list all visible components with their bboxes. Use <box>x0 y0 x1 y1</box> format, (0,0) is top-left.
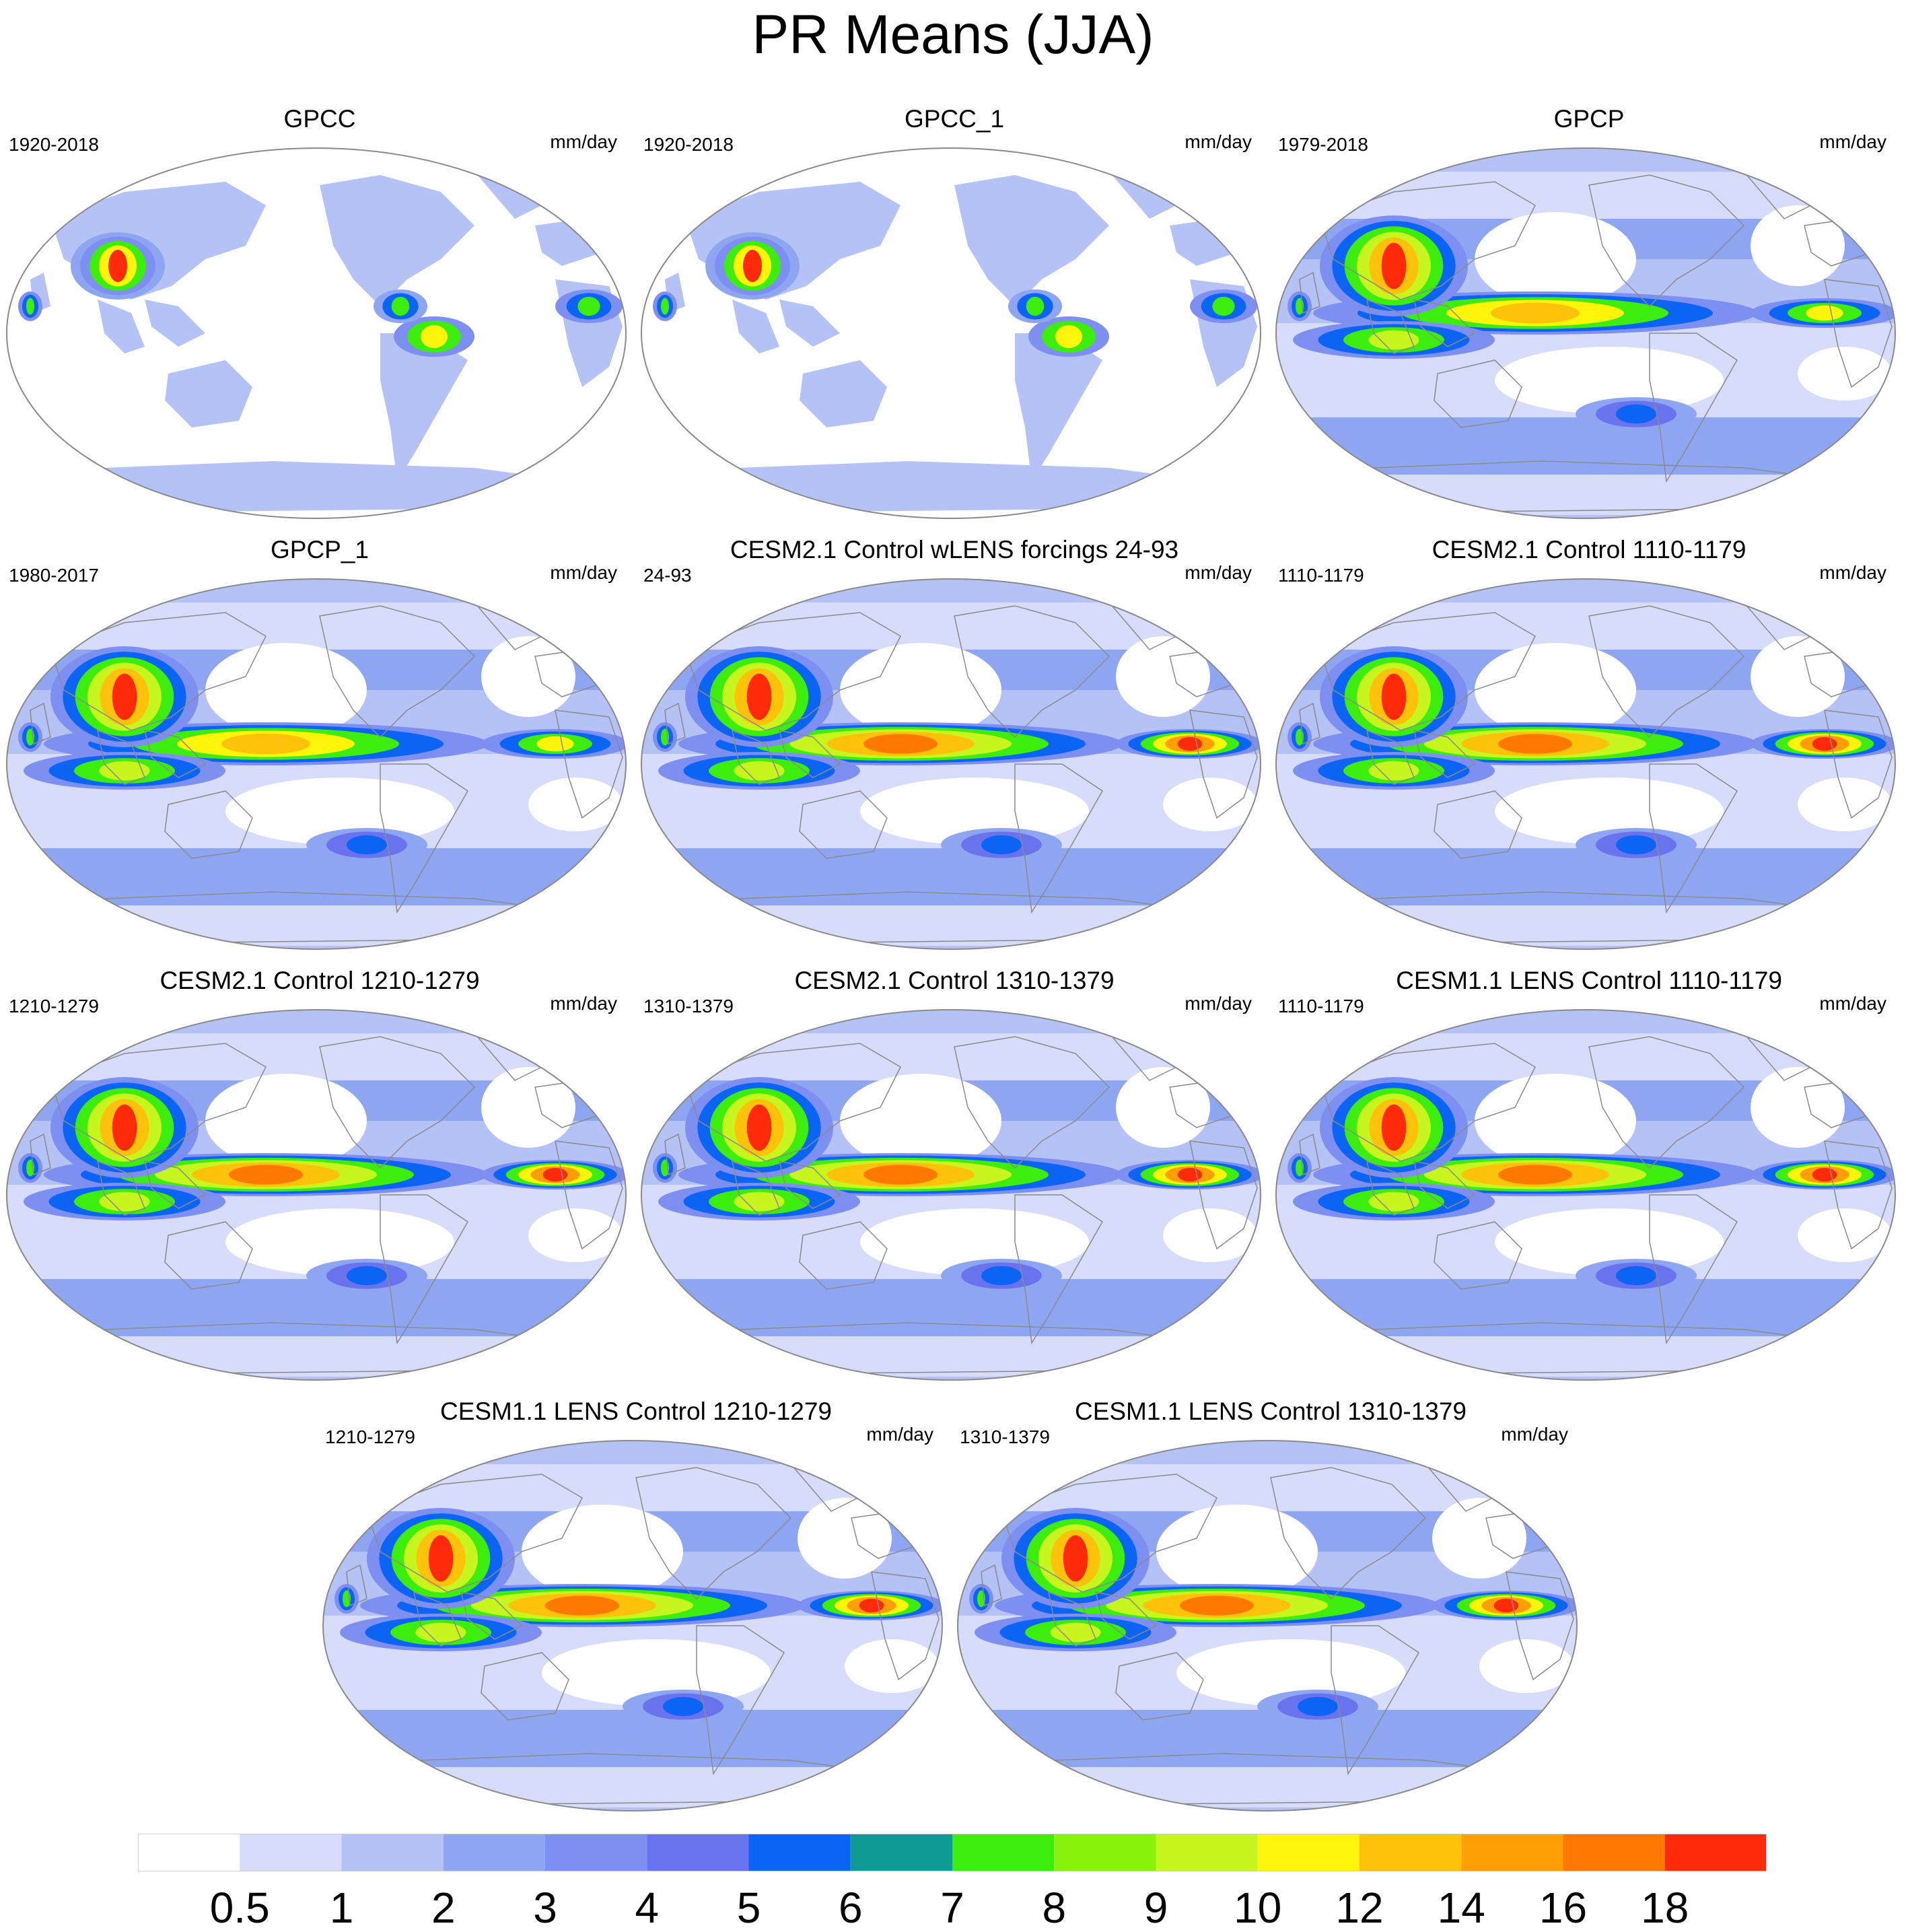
panel-title: GPCC_1 <box>904 105 1005 133</box>
panel-title: CESM2.1 Control 1210-1279 <box>160 967 480 994</box>
panel-period: 1920-2018 <box>9 134 99 155</box>
panel-title: CESM2.1 Control wLENS forcings 24-93 <box>730 536 1179 563</box>
map-panel: GPCP_1 1980-2017 mm/day <box>3 535 636 953</box>
panel-units: mm/day <box>550 131 617 152</box>
colorbar-swatch <box>341 1834 444 1871</box>
panel-units: mm/day <box>550 562 617 583</box>
colorbar-swatch <box>443 1834 545 1871</box>
colorbar-swatch <box>545 1834 647 1871</box>
panel-title: CESM1.1 LENS Control 1310-1379 <box>1074 1398 1467 1425</box>
panel-units: mm/day <box>1501 1424 1568 1445</box>
colorbar-swatch <box>748 1834 851 1871</box>
colorbar-tick-label: 7 <box>940 1884 964 1932</box>
colorbar-tick-label: 14 <box>1437 1884 1485 1932</box>
map-panel: GPCC_1 1920-2018 mm/day <box>638 104 1271 522</box>
map-panel: GPCC 1920-2018 mm/day <box>3 104 636 522</box>
panel-title: GPCP_1 <box>270 536 369 563</box>
panel-period: 1980-2017 <box>9 565 99 586</box>
colorbar-swatch <box>1257 1834 1360 1871</box>
panel-period: 1110-1179 <box>1278 565 1364 586</box>
robinson-map <box>1275 1009 1896 1381</box>
colorbar-swatch <box>1156 1834 1258 1871</box>
panel-period: 1210-1279 <box>9 996 99 1016</box>
robinson-map <box>641 1009 1261 1381</box>
panel-units: mm/day <box>1819 562 1886 583</box>
panel-units: mm/day <box>550 993 617 1014</box>
robinson-map <box>641 578 1261 950</box>
panel-period: 1110-1179 <box>1278 996 1364 1016</box>
panel-period: 24-93 <box>643 565 692 586</box>
panel-units: mm/day <box>1819 993 1886 1014</box>
colorbar-swatch <box>138 1834 240 1871</box>
map-panel: CESM2.1 Control 1210-1279 1210-1279 mm/day <box>3 966 636 1383</box>
colorbar-tick-label: 16 <box>1539 1884 1588 1932</box>
map-panel: CESM2.1 Control 1310-1379 1310-1379 mm/day <box>638 966 1271 1383</box>
robinson-map <box>6 147 627 519</box>
panel-period: 1210-1279 <box>325 1426 415 1447</box>
colorbar-tick-label: 8 <box>1042 1884 1067 1932</box>
colorbar-swatch <box>240 1834 342 1871</box>
colorbar-tick-label: 4 <box>635 1884 660 1932</box>
panel-units: mm/day <box>1185 131 1252 152</box>
panel-period: 1310-1379 <box>643 996 734 1016</box>
colorbar-swatch <box>1360 1834 1462 1871</box>
panel-title: CESM1.1 LENS Control 1110-1179 <box>1396 967 1782 994</box>
colorbar-swatch <box>952 1834 1055 1871</box>
robinson-map <box>1275 147 1896 519</box>
colorbar-tick-label: 10 <box>1234 1884 1282 1932</box>
robinson-map <box>322 1440 943 1812</box>
panel-title: CESM2.1 Control 1110-1179 <box>1432 536 1746 563</box>
panel-units: mm/day <box>1185 993 1252 1014</box>
robinson-map <box>6 578 627 950</box>
colorbar-swatch <box>1461 1834 1563 1871</box>
colorbar-swatch <box>1664 1834 1767 1871</box>
map-panel: CESM1.1 LENS Control 1310-1379 1310-1379 m… <box>954 1397 1587 1814</box>
panel-period: 1979-2018 <box>1278 134 1368 155</box>
panel-title: CESM2.1 Control 1310-1379 <box>794 967 1115 994</box>
robinson-map <box>1275 578 1896 950</box>
colorbar <box>138 1834 1767 1871</box>
map-panel: CESM1.1 LENS Control 1210-1279 1210-1279 m… <box>320 1397 952 1814</box>
colorbar-tick-label: 1 <box>329 1884 354 1932</box>
colorbar-swatch <box>1054 1834 1156 1871</box>
panel-units: mm/day <box>1819 131 1886 152</box>
colorbar-tick-label: 5 <box>736 1884 761 1932</box>
colorbar-tick-label: 9 <box>1143 1884 1168 1932</box>
robinson-map <box>641 147 1261 519</box>
map-panel: GPCP 1979-2018 mm/day <box>1273 104 1905 522</box>
panel-title: GPCC <box>283 105 356 133</box>
colorbar-swatch <box>647 1834 749 1871</box>
panel-title: GPCP <box>1553 105 1625 133</box>
panel-units: mm/day <box>1185 562 1252 583</box>
colorbar-swatch <box>850 1834 952 1871</box>
colorbar-tick-label: 6 <box>838 1884 863 1932</box>
panel-period: 1310-1379 <box>960 1426 1050 1447</box>
map-panel: CESM2.1 Control 1110-1179 1110-1179 mm/day <box>1273 535 1905 953</box>
panel-units: mm/day <box>866 1424 933 1445</box>
colorbar-labels: 0.5 1 2 3 4 5 6 7 8 9 10 12 14 16 18 <box>0 1885 1906 1931</box>
colorbar-tick-label: 2 <box>431 1884 456 1932</box>
map-panel: CESM1.1 LENS Control 1110-1179 1110-1179 m… <box>1273 966 1905 1383</box>
page-title: PR Means (JJA) <box>752 4 1154 65</box>
map-panel: CESM2.1 Control wLENS forcings 24-93 24-9… <box>638 535 1271 953</box>
colorbar-swatch <box>1563 1834 1665 1871</box>
colorbar-tick-label: 3 <box>533 1884 557 1932</box>
panel-period: 1920-2018 <box>643 134 734 155</box>
colorbar-tick-label: 18 <box>1641 1884 1689 1932</box>
robinson-map <box>957 1440 1578 1812</box>
colorbar-tick-label: 0.5 <box>209 1884 270 1932</box>
robinson-map <box>6 1009 627 1381</box>
panel-title: CESM1.1 LENS Control 1210-1279 <box>439 1398 833 1425</box>
colorbar-tick-label: 12 <box>1335 1884 1384 1932</box>
